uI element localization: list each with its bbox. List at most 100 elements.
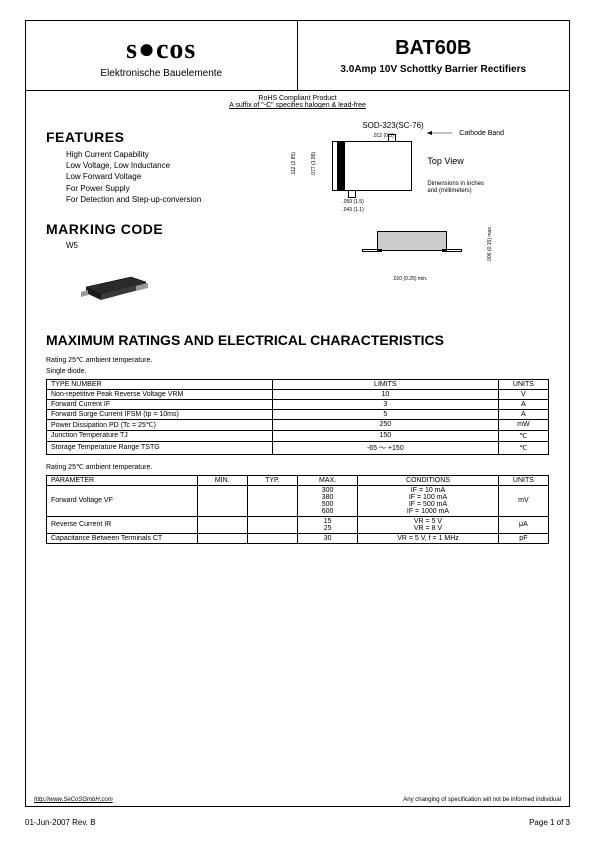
- t2-r0-min: [197, 485, 247, 516]
- t2-r0-max: 300 380 500 600: [297, 485, 357, 516]
- t2-h-typ: TYP.: [247, 475, 297, 485]
- t1-r1-c2: A: [498, 399, 548, 409]
- component-image: [76, 262, 272, 312]
- t1-r5-c2: ℃: [498, 441, 548, 454]
- cathode-label: Cathode Band: [427, 129, 504, 137]
- dim-d2: .112 (2.85): [291, 152, 297, 176]
- rohs-notice: RoHS Compliant Product A suffix of "-C" …: [26, 91, 569, 113]
- footer-disclaimer: Any changing of specification will not b…: [403, 797, 561, 803]
- t1-r0-c0: Non-repetitive Peak Reverse Voltage VRM: [47, 389, 273, 399]
- t1-header-type: TYPE NUMBER: [47, 379, 273, 389]
- footer-page: Page 1 of 3: [529, 818, 570, 827]
- t2-r1-max: 15 25: [297, 516, 357, 533]
- ratings-table-1: TYPE NUMBER LIMITS UNITS Non-repetitive …: [46, 379, 549, 455]
- t2-h-units: UNITS: [498, 475, 548, 485]
- t2-h-param: PARAMETER: [47, 475, 198, 485]
- ratings-subtext3: Rating 25℃ ambient temperature.: [46, 463, 549, 471]
- marking-code: W5: [66, 241, 272, 250]
- ratings-table-2: PARAMETER MIN. TYP. MAX. CONDITIONS UNIT…: [46, 475, 549, 544]
- side-view: [362, 231, 462, 271]
- t2-r1-units: μA: [498, 516, 548, 533]
- dim-d3: .077 (1.95): [311, 152, 317, 176]
- t1-header-units: UNITS: [498, 379, 548, 389]
- t2-r2-cond: VR = 5 V, f = 1 MHz: [358, 533, 499, 543]
- logo-cell: s●cos Elektronische Bauelemente: [26, 21, 298, 90]
- t1-r2-c2: A: [498, 409, 548, 419]
- top-view-label: Top View: [427, 156, 463, 166]
- page-border: s●cos Elektronische Bauelemente BAT60B 3…: [25, 20, 570, 807]
- feature-item: For Power Supply: [66, 183, 272, 194]
- t1-r4-c0: Junction Temperature TJ: [47, 430, 273, 441]
- lead-bottom: [348, 190, 356, 198]
- t1-r1-c1: 3: [272, 399, 498, 409]
- side-lead-left: [362, 249, 382, 252]
- t1-r0-c2: V: [498, 389, 548, 399]
- t2-r1-param: Reverse Current IR: [47, 516, 198, 533]
- feature-item: For Detection and Step-up-conversion: [66, 194, 272, 205]
- t2-r2-min: [197, 533, 247, 543]
- feature-item: Low Forward Voltage: [66, 171, 272, 182]
- main-content: FEATURES High Current Capability Low Vol…: [26, 113, 569, 552]
- t2-r2-param: Capacitance Between Terminals CT: [47, 533, 198, 543]
- t2-r2-max: 30: [297, 533, 357, 543]
- package-name: SOD-323(SC-76): [362, 121, 423, 130]
- dim-d9: .010 (0.25) min.: [392, 276, 427, 282]
- part-number: BAT60B: [395, 37, 471, 60]
- t2-r1-min: [197, 516, 247, 533]
- top-view-outline: [332, 141, 412, 191]
- dim-d8: .006 (0.15) max.: [488, 226, 494, 262]
- dim-d5: .059 (1.5): [342, 199, 363, 205]
- features-title: FEATURES: [46, 129, 272, 145]
- features-list: High Current Capability Low Voltage, Low…: [66, 149, 272, 205]
- t2-r2-typ: [247, 533, 297, 543]
- t2-h-min: MIN.: [197, 475, 247, 485]
- t1-r5-c0: Storage Temperature Range TSTG: [47, 441, 273, 454]
- title-cell: BAT60B 3.0Amp 10V Schottky Barrier Recti…: [298, 21, 570, 90]
- t1-r1-c0: Forward Current IF: [47, 399, 273, 409]
- t1-r0-c1: 10: [272, 389, 498, 399]
- page-footer: 01-Jun-2007 Rev. B Page 1 of 3: [25, 818, 570, 827]
- t1-r3-c1: 250: [272, 419, 498, 430]
- t2-r1-typ: [247, 516, 297, 533]
- t1-r2-c0: Forward Surge Current IFSM (tp = 10ms): [47, 409, 273, 419]
- t1-r4-c2: ℃: [498, 430, 548, 441]
- company-logo: s●cos: [126, 33, 196, 66]
- t1-r3-c0: Power Dissipation PD (Tc = 25℃): [47, 419, 273, 430]
- company-subtitle: Elektronische Bauelemente: [100, 68, 222, 79]
- side-body: [377, 231, 447, 251]
- header-row: s●cos Elektronische Bauelemente BAT60B 3…: [26, 21, 569, 91]
- right-column: SOD-323(SC-76) Cathode Band Top View Dim…: [272, 121, 549, 312]
- t2-r0-param: Forward Voltage VF: [47, 485, 198, 516]
- dim-d1: .012 (0.3): [372, 133, 393, 139]
- part-description: 3.0Amp 10V Schottky Barrier Rectifiers: [340, 64, 526, 75]
- t2-h-max: MAX.: [297, 475, 357, 485]
- t1-header-limits: LIMITS: [272, 379, 498, 389]
- dimension-note: Dimensions in inches and (millimeters): [427, 181, 484, 194]
- rohs-line1: RoHS Compliant Product: [26, 95, 569, 102]
- ratings-subtext2: Single diode.: [46, 368, 549, 375]
- rohs-line2: A suffix of "-C" specifies halogen & lea…: [26, 102, 569, 109]
- dim-d6: .043 (1.1): [342, 207, 363, 213]
- marking-title: MARKING CODE: [46, 221, 272, 237]
- feature-item: Low Voltage, Low Inductance: [66, 160, 272, 171]
- t2-h-cond: CONDITIONS: [358, 475, 499, 485]
- cathode-band: [337, 142, 345, 190]
- side-lead-right: [442, 249, 462, 252]
- ratings-title: MAXIMUM RATINGS AND ELECTRICAL CHARACTER…: [46, 332, 549, 348]
- footer-url: http://www.SeCoSGmbH.com: [34, 797, 113, 803]
- t2-r0-cond: IF = 10 mA IF = 100 mA IF = 500 mA IF = …: [358, 485, 499, 516]
- left-column: FEATURES High Current Capability Low Vol…: [46, 121, 272, 312]
- ratings-subtext1: Rating 25℃ ambient temperature.: [46, 356, 549, 364]
- package-diagram: SOD-323(SC-76) Cathode Band Top View Dim…: [272, 121, 549, 301]
- footer-date: 01-Jun-2007 Rev. B: [25, 818, 96, 827]
- t2-r2-units: pF: [498, 533, 548, 543]
- top-section: FEATURES High Current Capability Low Vol…: [46, 121, 549, 312]
- t2-r0-units: mV: [498, 485, 548, 516]
- t1-r4-c1: 150: [272, 430, 498, 441]
- t1-r3-c2: mW: [498, 419, 548, 430]
- t2-r0-typ: [247, 485, 297, 516]
- feature-item: High Current Capability: [66, 149, 272, 160]
- t1-r5-c1: -65 ～ +150: [272, 441, 498, 454]
- t2-r1-cond: VR = 5 V VR = 8 V: [358, 516, 499, 533]
- t1-r2-c1: 5: [272, 409, 498, 419]
